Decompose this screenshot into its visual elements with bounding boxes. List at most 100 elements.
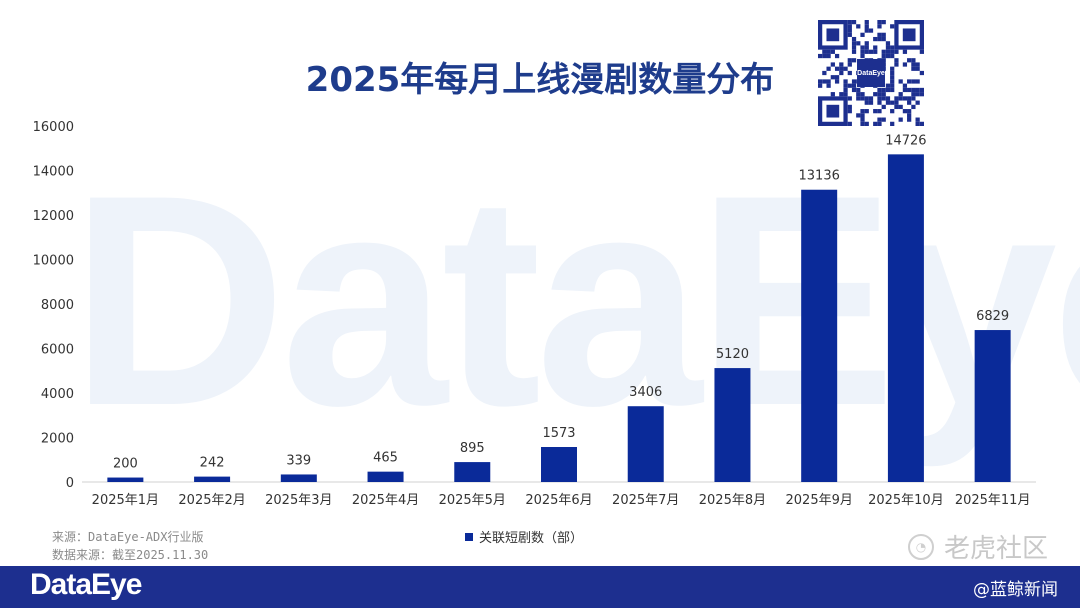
qr-module [830,49,835,54]
qr-module [839,62,844,67]
qr-module [911,92,916,97]
bar [454,462,491,482]
qr-module [860,96,865,101]
qr-module [894,49,899,54]
qr-module [890,24,895,29]
x-tick-label: 2025年4月 [352,493,419,508]
y-tick-label: 0 [66,476,74,491]
qr-module [864,45,869,50]
qr-module [873,109,878,114]
qr-module [890,70,895,76]
bar-chart: 0 2000 4000 6000 8000 10000 12000 14000 16000 200… [33,120,1036,508]
qr-module [915,117,920,122]
qr-module [902,62,908,67]
qr-module [856,24,861,29]
qr-module [860,49,865,54]
qr-module [881,53,886,59]
y-tick-label: 12000 [33,209,74,224]
qr-module [843,87,848,93]
x-tick-label: 2025年7月 [612,493,679,508]
y-tick-label: 4000 [41,387,74,402]
bar [107,477,144,482]
qr-module [881,92,886,97]
y-tick-label: 6000 [41,343,74,358]
footer-logo: DataEye [30,568,142,601]
qr-module [907,117,912,122]
y-tick-label: 14000 [33,165,74,180]
y-tick-label: 8000 [41,298,74,313]
qr-module [864,121,869,126]
qr-module [873,121,878,126]
qr-module [864,28,869,33]
footer-bar: DataEye @蓝鲸新闻 [0,566,1080,608]
x-tick-label: 2025年5月 [439,493,506,508]
bar [194,476,231,482]
qr-module [915,92,920,97]
x-tick-label: 2025年2月 [178,493,245,508]
qr-module [877,32,882,37]
qr-module [881,87,886,93]
qr-module [873,92,878,97]
qr-module [847,28,852,33]
qr-module [818,83,823,88]
qr-module [890,121,895,126]
x-tick-label: 2025年3月 [265,493,332,508]
qr-module [851,36,857,42]
qr-module [894,96,899,101]
qr-module [877,121,882,126]
y-tick-label: 10000 [33,254,74,269]
y-tick-label: 16000 [33,120,74,135]
qr-module [873,36,878,42]
qr-module [873,45,878,50]
data-label: 6829 [976,309,1009,324]
bar [714,368,751,482]
qr-module [830,75,835,80]
qr-module [911,66,916,71]
tiger-text: 老虎社区 [944,534,1049,564]
qr-module [915,121,920,126]
qr-module [851,49,857,54]
qr-module [885,49,891,54]
qr-module [915,100,920,105]
qr-module [818,53,823,59]
qr-module [851,79,857,84]
qr-module [915,87,920,93]
qr-module [856,41,861,46]
data-label: 465 [373,451,398,466]
qr-module [860,117,865,122]
qr-code[interactable]: DataEye [818,20,924,126]
qr-module [907,58,912,63]
qr-module [890,75,895,80]
qr-module [911,79,916,84]
qr-module [881,32,886,37]
qr-module [847,24,852,29]
qr-module [881,104,886,110]
chart-legend: 关联短剧数（部） [465,527,583,546]
qr-module [877,20,882,25]
qr-module [902,109,908,114]
qr-module [898,117,903,122]
qr-module [822,70,827,76]
qr-module [877,24,882,29]
qr-module [915,62,920,67]
x-tick-label: 2025年1月 [92,493,159,508]
qr-module [885,100,891,105]
qr-module [830,92,835,97]
qr-module [890,66,895,71]
qr-module [902,83,908,88]
qr-module [847,121,852,126]
source-line: 来源：DataEye-ADX行业版 [52,530,204,544]
qr-module [911,62,916,67]
qr-module [877,117,882,122]
qr-module [826,83,831,88]
qr-module [877,92,882,97]
qr-module [907,109,912,114]
qr-module [877,96,882,101]
qr-module [915,66,920,71]
qr-module [830,62,835,67]
bar [887,154,924,482]
qr-module [851,41,857,46]
qr-module [898,104,903,110]
qr-module [890,87,895,93]
qr-module [885,45,891,50]
